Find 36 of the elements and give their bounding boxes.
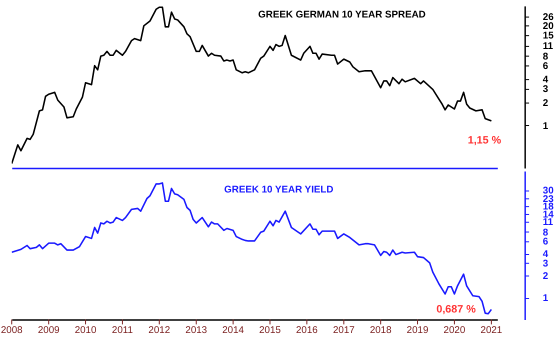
y-tick-label: 6 (542, 236, 549, 248)
x-tick-label: 2018 (370, 325, 392, 336)
x-tick-label: 2010 (74, 325, 97, 336)
y-tick-label: 8 (542, 51, 549, 62)
y-tick-label: 3 (542, 84, 549, 96)
y-tick-label: 8 (542, 227, 549, 238)
y-tick-label: 1 (542, 293, 549, 304)
text: GREEK 10 YEAR YIELD (224, 184, 334, 196)
x-tick-label: 2011 (112, 325, 133, 336)
y-tick-label: 15 (542, 30, 554, 42)
y-tick-label: 26 (542, 12, 554, 24)
x-tick-label: 2014 (222, 325, 245, 336)
x-tick-label: 2012 (148, 325, 170, 336)
y-tick-label: 20 (542, 20, 554, 32)
y-tick-label: 6 (542, 61, 549, 72)
y-tick-label: 4 (542, 74, 549, 86)
y-tick-label: 2 (542, 98, 549, 109)
x-tick-label: 2020 (444, 325, 466, 336)
chart-title: GREEK GERMAN 10 YEAR SPREAD (258, 10, 426, 21)
y-tick-label: 2 (542, 271, 549, 282)
y-tick-label: 4 (542, 249, 549, 260)
x-tick-label: 2017 (332, 325, 355, 336)
line-series (12, 182, 492, 315)
x-tick-label: 2008 (0, 325, 23, 336)
x-tick-label: 2015 (259, 325, 282, 336)
line-series (12, 6, 492, 164)
y-tick-label: 1 (542, 120, 549, 132)
annotation: 1,15 % (468, 134, 502, 146)
y-tick-label: 11 (542, 40, 554, 52)
x-tick-label: 2013 (185, 325, 208, 336)
annotation: 0,687 % (436, 303, 476, 316)
x-tick-label: 2016 (296, 325, 318, 336)
x-tick-label: 2021 (480, 325, 502, 336)
x-tick-label: 2009 (38, 325, 60, 336)
x-tick-label: 2019 (406, 325, 428, 336)
y-tick-label: 3 (542, 258, 549, 270)
